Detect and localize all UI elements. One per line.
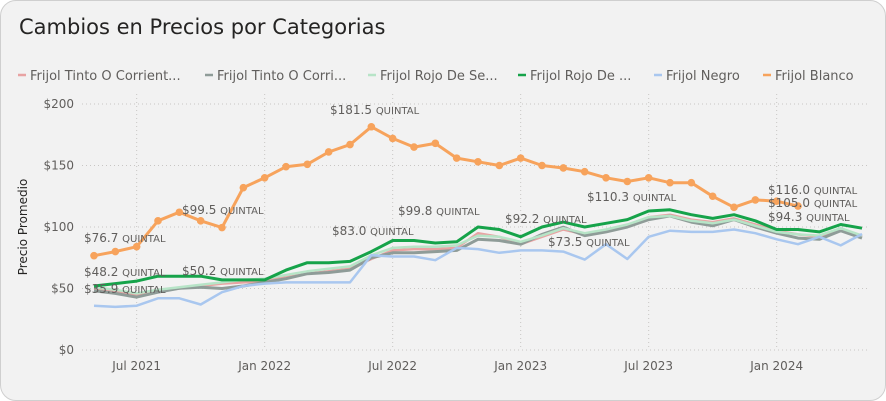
data-point[interactable] [154,217,162,225]
data-label: $94.3 QUINTAL [768,210,850,224]
data-point[interactable] [474,158,482,166]
data-point[interactable] [346,140,354,149]
x-tick-label: Jan 2024 [749,359,803,373]
data-point[interactable] [410,143,418,151]
data-label: $92.2 QUINTAL [505,212,587,226]
data-label: $181.5 QUINTAL [330,103,420,117]
data-point[interactable] [282,162,290,171]
data-label: $105.0 QUINTAL [768,196,858,210]
data-label: $76.7 QUINTAL [84,231,166,245]
data-point[interactable] [431,139,440,148]
y-tick-label: $150 [43,159,74,173]
data-label: $99.8 QUINTAL [398,204,480,218]
data-label: $110.3 QUINTAL [587,190,677,204]
x-tick-label: Jul 2022 [367,359,417,373]
series-line[interactable] [93,228,863,309]
data-point[interactable] [388,134,397,143]
data-point[interactable] [132,242,141,251]
data-point[interactable] [538,161,546,170]
data-point[interactable] [218,223,226,232]
data-point[interactable] [644,174,653,182]
data-point[interactable] [324,148,333,156]
data-point[interactable] [623,177,632,186]
data-point[interactable] [452,154,461,162]
data-point[interactable] [90,251,98,260]
data-point[interactable] [367,122,376,131]
y-tick-label: $0 [59,343,74,357]
y-tick-label: $100 [43,220,74,234]
legend-item-label[interactable]: Frijol Tinto O Corrient... [30,69,181,84]
data-point[interactable] [708,192,717,201]
data-point[interactable] [772,197,781,205]
data-label: $48.2 QUINTAL [84,265,166,279]
legend-item-label[interactable]: Frijol Rojo De ... [530,69,631,84]
legend-item-label[interactable]: Frijol Rojo De Se... [380,69,498,84]
y-tick-label: $50 [51,282,74,296]
data-label: $116.0 QUINTAL [768,183,858,197]
y-axis-title: Precio Promedio [16,179,30,276]
data-point[interactable] [516,154,525,162]
x-tick-label: Jul 2023 [623,359,673,373]
legend-item-label[interactable]: Frijol Negro [666,69,740,84]
data-point[interactable] [730,203,738,212]
data-point[interactable] [303,160,312,169]
data-point[interactable] [794,202,802,210]
data-label: $99.5 QUINTAL [182,203,264,217]
data-point[interactable] [495,161,504,170]
data-point[interactable] [239,183,248,192]
data-point[interactable] [111,247,120,256]
data-label: $35.9 QUINTAL [84,282,166,296]
data-point[interactable] [687,178,696,187]
data-point[interactable] [666,178,674,187]
x-tick-label: Jan 2023 [493,359,547,373]
legend-item-label[interactable]: Frijol Tinto O Corri... [217,69,346,84]
y-tick-label: $200 [43,97,74,111]
data-point[interactable] [175,208,184,217]
x-tick-label: Jul 2021 [111,359,161,373]
x-tick-label: Jan 2022 [237,359,291,373]
legend-item-label[interactable]: Frijol Blanco [775,69,854,84]
chart-title: Cambios en Precios por Categorias [19,15,386,39]
data-point[interactable] [602,174,610,182]
data-label: $50.2 QUINTAL [182,264,264,278]
series-line[interactable] [93,214,863,295]
data-label: $83.0 QUINTAL [332,224,414,238]
data-point[interactable] [260,174,269,182]
data-label: $73.5 QUINTAL [548,235,630,249]
data-point[interactable] [580,167,589,176]
data-point[interactable] [559,164,568,172]
data-point[interactable] [196,217,205,225]
series-line[interactable] [93,208,863,288]
data-point[interactable] [751,196,760,204]
series-line[interactable] [93,125,799,258]
